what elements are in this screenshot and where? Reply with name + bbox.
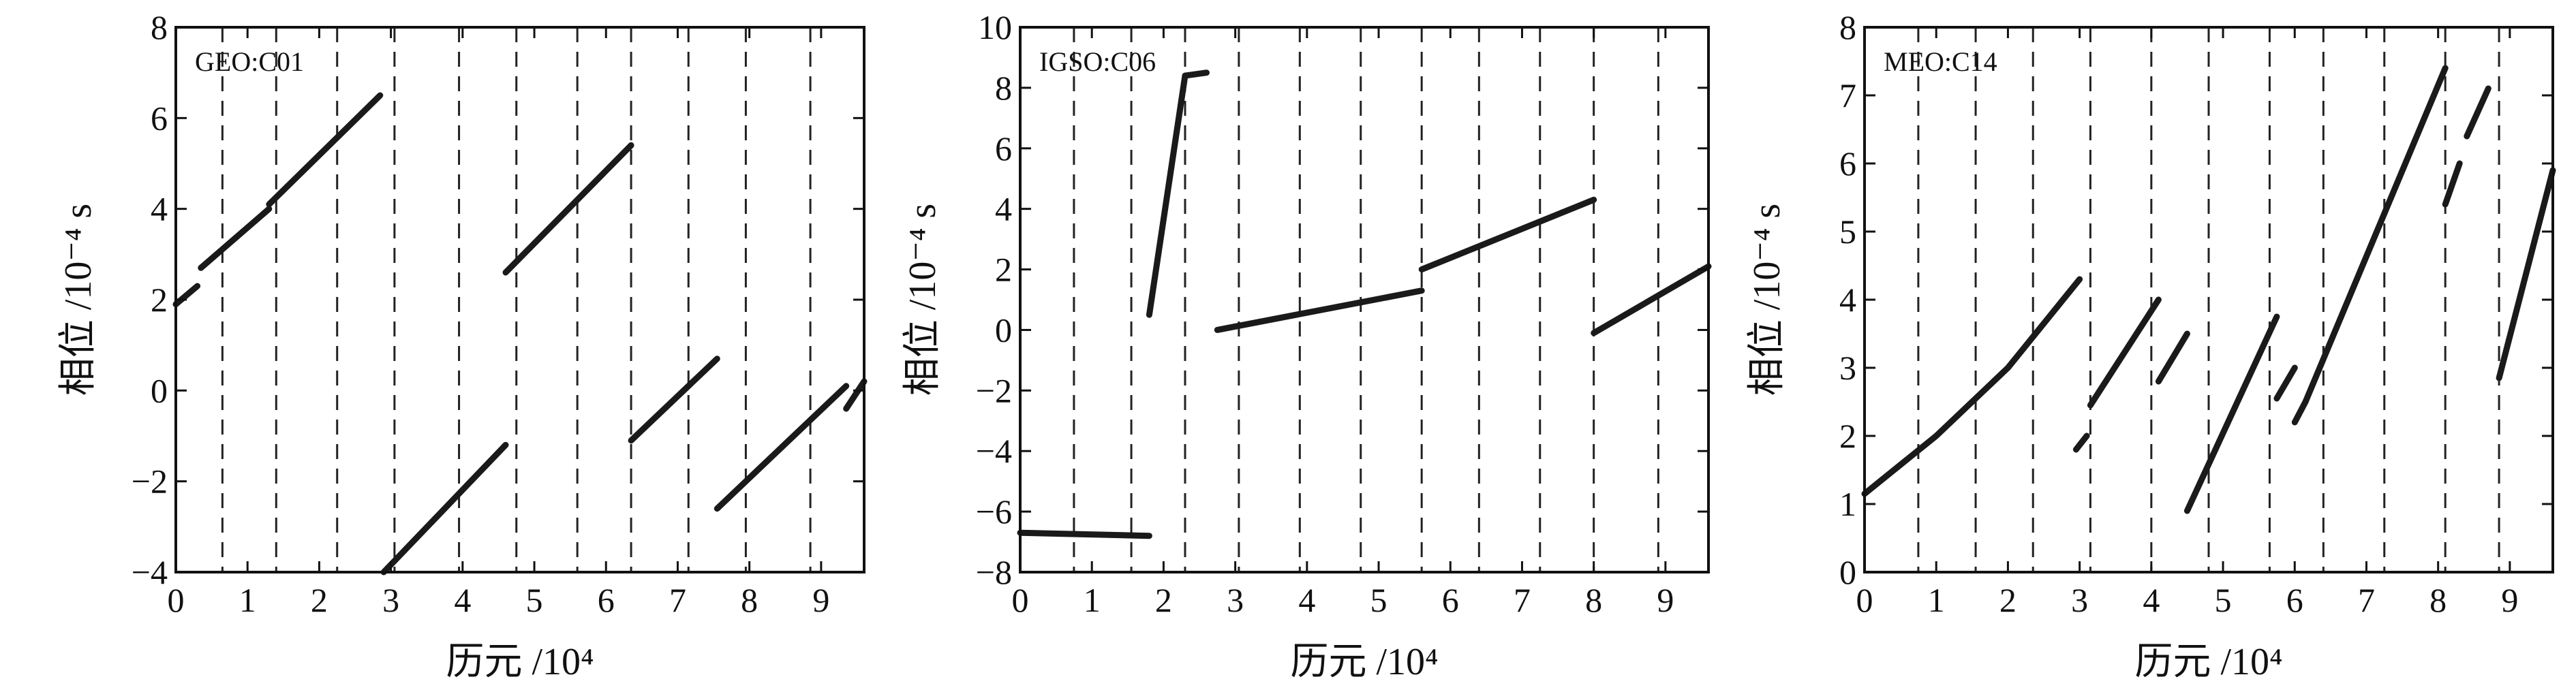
series-segment (2442, 160, 2463, 208)
y-tick-label: 7 (1839, 76, 1856, 114)
x-tick-label: 1 (239, 581, 256, 619)
series-segment (266, 92, 384, 208)
series-segment (714, 383, 850, 512)
series-segment (502, 142, 634, 276)
series-segment (380, 441, 509, 576)
y-axis-label: 相位 /10⁻⁴ s (902, 204, 944, 396)
y-tick-label: 4 (995, 190, 1012, 228)
y-tick-label: 0 (151, 371, 168, 409)
series-segment (2087, 296, 2162, 409)
x-tick-label: 8 (741, 581, 758, 619)
y-tick-label: 6 (151, 99, 168, 137)
series-segment (1214, 287, 1425, 333)
x-axis-label: 历元 /10⁴ (1290, 641, 1438, 683)
x-tick-label: 5 (2215, 581, 2232, 619)
series-segment (1591, 263, 1712, 336)
y-tick-label: −6 (976, 492, 1012, 531)
x-tick-label: 7 (2358, 581, 2375, 619)
series-segment (1146, 72, 1189, 318)
x-tick-label: 9 (812, 581, 829, 619)
y-tick-label: 3 (1839, 349, 1856, 387)
x-tick-label: 7 (669, 581, 686, 619)
panel-tag: MEO:C14 (1884, 46, 1997, 77)
y-tick-label: −8 (976, 553, 1012, 591)
x-tick-label: 6 (1442, 581, 1459, 619)
chart-panel-3: 0 1 2 3 4 5 6 7 8 9 0 1 2 3 4 5 6 7 8 MEO:C14 历元 /10⁴ 相位 /10⁻… (1746, 8, 2556, 683)
x-axis-label: 历元 /10⁴ (2134, 641, 2282, 683)
y-axis-label: 相位 /10⁻⁴ s (57, 204, 99, 396)
x-tick-label: 2 (311, 581, 328, 619)
y-tick-label: 8 (1839, 8, 1856, 46)
x-tick-label: 2 (1999, 581, 2017, 619)
x-tick-label: 4 (2143, 581, 2160, 619)
chart-panel-2: 0 1 2 3 4 5 6 7 8 9 −8 −6 −4 −2 0 2 4 6 8 10 IGSO:C06 历元 /10⁴… (902, 8, 1712, 683)
y-tick-label: 5 (1839, 213, 1856, 251)
series-segment (1182, 69, 1210, 79)
y-tick-label: 4 (1839, 281, 1856, 319)
series-segment (1418, 196, 1597, 273)
axes-frame (1019, 26, 1710, 573)
y-tick-label: 0 (1839, 553, 1856, 591)
chart-panel-1: 0 1 2 3 4 5 6 7 8 9 −4 −2 0 2 4 6 8 GEO:C01 历元 /10⁴ 相位 /10⁻… (57, 8, 868, 683)
y-tick-label: 2 (151, 281, 168, 319)
series-segment (2183, 313, 2280, 514)
y-tick-label: 6 (995, 129, 1012, 168)
y-tick-label: −4 (976, 432, 1012, 470)
panel-tag: IGSO:C06 (1039, 46, 1156, 77)
series-segment (2464, 85, 2491, 140)
x-tick-label: 8 (1585, 581, 1602, 619)
panel-tag: GEO:C01 (195, 46, 304, 77)
x-tick-label: 6 (598, 581, 615, 619)
x-tick-label: 1 (1084, 581, 1101, 619)
x-tick-label: 3 (382, 581, 399, 619)
series-segment (2072, 432, 2090, 453)
x-tick-label: 4 (1298, 581, 1315, 619)
x-tick-label: 3 (2071, 581, 2088, 619)
series-segment (198, 206, 273, 271)
y-tick-label: 6 (1839, 144, 1856, 183)
x-tick-label: 0 (1012, 581, 1029, 619)
x-tick-label: 8 (2429, 581, 2447, 619)
y-tick-label: 2 (1839, 417, 1856, 455)
series-segment (1861, 276, 2083, 497)
series-segment (2496, 167, 2556, 381)
x-tick-label: 9 (1657, 581, 1674, 619)
y-tick-label: 1 (1839, 485, 1856, 523)
y-tick-label: 10 (978, 8, 1012, 46)
series-segment (1017, 529, 1152, 539)
y-tick-label: 2 (995, 251, 1012, 289)
x-tick-label: 3 (1227, 581, 1244, 619)
y-tick-label: 4 (151, 190, 168, 228)
x-tick-label: 4 (454, 581, 471, 619)
x-tick-label: 0 (168, 581, 185, 619)
y-axis-label: 相位 /10⁻⁴ s (1746, 204, 1788, 396)
series-segment (628, 356, 720, 444)
y-tick-label: −4 (132, 553, 168, 591)
y-tick-label: 8 (995, 69, 1012, 107)
y-tick-label: −2 (976, 371, 1012, 409)
x-tick-label: 0 (1856, 581, 1873, 619)
x-axis-label: 历元 /10⁴ (446, 641, 594, 683)
y-tick-label: 0 (995, 311, 1012, 349)
x-tick-label: 7 (1514, 581, 1531, 619)
x-tick-label: 9 (2501, 581, 2518, 619)
series-segment (2291, 398, 2309, 426)
x-tick-label: 1 (1928, 581, 1945, 619)
y-tick-label: −2 (132, 462, 168, 501)
series-segment (843, 378, 868, 412)
x-tick-label: 5 (526, 581, 543, 619)
series-segment (172, 283, 201, 308)
series-segment (2302, 65, 2449, 405)
axes-frame (174, 26, 865, 573)
x-tick-label: 6 (2286, 581, 2303, 619)
x-tick-label: 5 (1370, 581, 1387, 619)
y-tick-label: 8 (151, 8, 168, 46)
x-tick-label: 2 (1155, 581, 1172, 619)
series-segment (2155, 330, 2190, 385)
series-segment (2273, 364, 2298, 402)
